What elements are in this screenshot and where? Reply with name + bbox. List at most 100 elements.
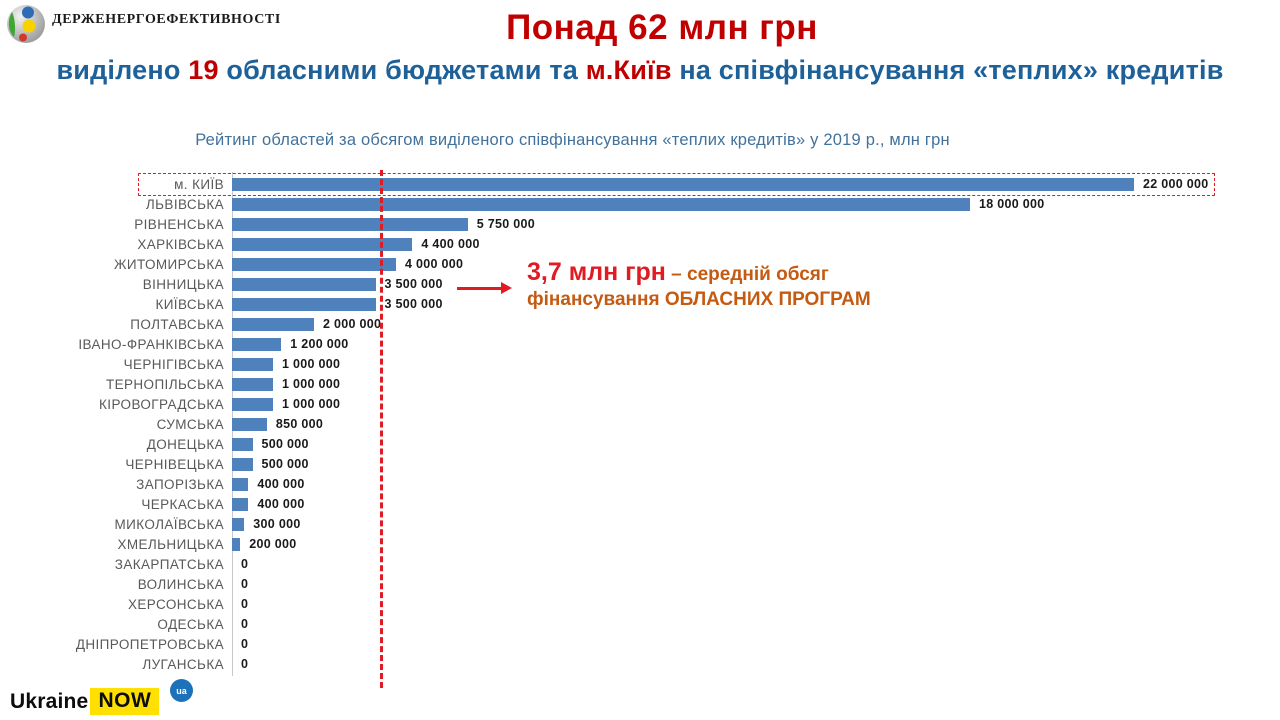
arrow-head xyxy=(501,282,512,294)
category-label: ХАРКІВСЬКА xyxy=(137,236,224,252)
subtitle-count: 19 xyxy=(188,55,219,85)
chart-row: ЛЬВІВСЬКА 18 000 000 xyxy=(0,194,1280,214)
value-label: 400 000 xyxy=(257,477,305,491)
bar xyxy=(232,437,253,451)
category-label: ХЕРСОНСЬКА xyxy=(127,596,224,612)
value-label: 850 000 xyxy=(275,417,324,431)
value-label: 0 xyxy=(241,557,249,571)
brand-ukraine-text: Ukraine xyxy=(10,689,89,713)
bar-area: 18 000 000 xyxy=(232,194,1280,214)
page-subtitle: виділено 19 обласними бюджетами та м.Киї… xyxy=(0,55,1280,86)
subtitle-part: обласними бюджетами та xyxy=(218,55,586,85)
category-label: РІВНЕНСЬКА xyxy=(134,216,224,232)
bar-area: 1 000 000 xyxy=(232,394,1280,414)
value-label: 500 000 xyxy=(261,437,309,451)
category-label: ЗАПОРІЗЬКА xyxy=(136,476,224,492)
category-label: КИЇВСЬКА xyxy=(155,296,224,312)
category-label: ТЕРНОПІЛЬСЬКА xyxy=(105,376,224,392)
bar-area: 500 000 xyxy=(232,434,1280,454)
value-label: 18 000 000 xyxy=(979,197,1045,211)
category-label: ЗАКАРПАТСЬКА xyxy=(114,556,224,572)
chart-row: ВОЛИНСЬКА 0 xyxy=(0,574,1280,594)
value-label: 2 000 000 xyxy=(323,317,382,331)
bar-area: 500 000 xyxy=(232,454,1280,474)
bar xyxy=(232,417,267,431)
chart-row: КИЇВСЬКА 3 500 000 xyxy=(0,294,1280,314)
value-label: 500 000 xyxy=(261,457,309,471)
chart-row: ЗАПОРІЗЬКА 400 000 xyxy=(0,474,1280,494)
bar-area: 4 000 000 xyxy=(232,254,1280,274)
bar xyxy=(232,477,249,491)
bar-area: 0 xyxy=(232,614,1280,634)
chart-row: м. КИЇВ 22 000 000 xyxy=(0,174,1280,194)
kyiv-highlight-box xyxy=(138,173,1215,196)
bar-area: 0 xyxy=(232,554,1280,574)
bar-area: 300 000 xyxy=(232,514,1280,534)
value-label: 0 xyxy=(241,617,249,631)
category-label: КІРОВОГРАДСЬКА xyxy=(99,396,224,412)
chart-row: ПОЛТАВСЬКА 2 000 000 xyxy=(0,314,1280,334)
chart-row: ЛУГАНСЬКА 0 xyxy=(0,654,1280,674)
bar-area: 400 000 xyxy=(232,474,1280,494)
value-label: 0 xyxy=(241,657,249,671)
bar-area: 4 400 000 xyxy=(232,234,1280,254)
chart-row: ДНІПРОПЕТРОВСЬКА 0 xyxy=(0,634,1280,654)
page-title: Понад 62 млн грн xyxy=(506,8,818,47)
bar-area: 200 000 xyxy=(232,534,1280,554)
chart-row: ІВАНО-ФРАНКІВСЬКА 1 200 000 xyxy=(0,334,1280,354)
annotation-text1: – середній обсяг xyxy=(665,264,829,285)
brand-ua-badge: ua xyxy=(170,679,193,702)
annotation-value: 3,7 млн грн xyxy=(527,258,666,286)
category-label: СУМСЬКА xyxy=(156,416,224,432)
bar xyxy=(232,317,314,331)
chart-title: Рейтинг областей за обсягом виділеного с… xyxy=(195,131,950,149)
bar-area: 0 xyxy=(232,634,1280,654)
bar xyxy=(232,237,413,251)
chart-row: ТЕРНОПІЛЬСЬКА 1 000 000 xyxy=(0,374,1280,394)
bar-area: 0 xyxy=(232,594,1280,614)
arrow-shaft xyxy=(457,287,503,290)
bar xyxy=(232,217,468,231)
bar-area: 0 xyxy=(232,574,1280,594)
bar xyxy=(232,457,253,471)
category-label: ХМЕЛЬНИЦЬКА xyxy=(117,536,224,552)
chart-row: РІВНЕНСЬКА 5 750 000 xyxy=(0,214,1280,234)
ukraine-now-logo: Ukraine NOW ua xyxy=(10,679,193,718)
average-dashed-line xyxy=(380,170,383,688)
bar-area: 1 000 000 xyxy=(232,354,1280,374)
chart-row: ХЕРСОНСЬКА 0 xyxy=(0,594,1280,614)
chart-row: ЧЕРНІГІВСЬКА 1 000 000 xyxy=(0,354,1280,374)
subtitle-part: на співфінансування «теплих» кредитів xyxy=(671,55,1224,85)
bar xyxy=(232,277,376,291)
bar-area: 22 000 000 xyxy=(232,174,1280,194)
value-label: 1 000 000 xyxy=(282,397,341,411)
saee-logo-icon xyxy=(7,5,45,43)
chart-row: ХАРКІВСЬКА 4 400 000 xyxy=(0,234,1280,254)
category-label: ЛЬВІВСЬКА xyxy=(145,196,224,212)
category-label: м. КИЇВ xyxy=(174,176,224,192)
brand-now-text: NOW xyxy=(90,688,160,715)
chart-row: МИКОЛАЇВСЬКА 300 000 xyxy=(0,514,1280,534)
category-label: ДОНЕЦЬКА xyxy=(146,436,224,452)
chart-row: ЗАКАРПАТСЬКА 0 xyxy=(0,554,1280,574)
category-label: ДНІПРОПЕТРОВСЬКА xyxy=(75,636,224,652)
bar-area: 400 000 xyxy=(232,494,1280,514)
bar xyxy=(232,177,1134,191)
value-label: 200 000 xyxy=(249,537,297,551)
chart-row: ДОНЕЦЬКА 500 000 xyxy=(0,434,1280,454)
value-label: 1 000 000 xyxy=(282,377,341,391)
org-header: ДЕРЖЕНЕРГОЕФЕКТИВНОСТІ xyxy=(6,4,281,44)
arrow-right-icon xyxy=(457,282,515,294)
bar xyxy=(232,337,282,351)
category-label: ЖИТОМИРСЬКА xyxy=(114,256,224,272)
value-label: 300 000 xyxy=(253,517,301,531)
category-label: МИКОЛАЇВСЬКА xyxy=(114,516,224,532)
bar-area: 850 000 xyxy=(232,414,1280,434)
bar-area: 0 xyxy=(232,654,1280,674)
chart-row: ЧЕРНІВЕЦЬКА 500 000 xyxy=(0,454,1280,474)
annotation-text2: фінансування ОБЛАСНИХ ПРОГРАМ xyxy=(527,289,871,310)
value-label: 3 500 000 xyxy=(384,277,443,291)
annotation-line1: 3,7 млн грн – середній обсяг xyxy=(527,259,957,289)
ukraine-now-inner: Ukraine NOW xyxy=(10,688,160,715)
category-label: ЧЕРНІВЕЦЬКА xyxy=(125,456,224,472)
